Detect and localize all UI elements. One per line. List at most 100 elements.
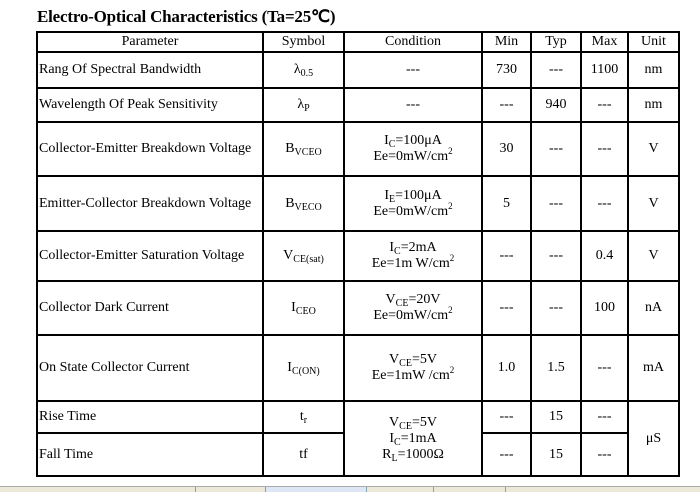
text-segment: =1000Ω <box>397 446 444 462</box>
text-segment: B <box>285 195 295 211</box>
status-bar-divider <box>505 487 506 492</box>
symbol-cell: BVECO <box>262 175 345 232</box>
parameter-cell: Rise Time <box>36 400 264 434</box>
symbol-cell: tr <box>262 400 345 434</box>
unit-cell: μS <box>627 400 680 477</box>
condition-cell: VCE=5V IC=1mA RL=1000Ω <box>343 400 483 477</box>
unit-cell: nA <box>627 280 680 336</box>
subscript: CE <box>395 298 409 309</box>
condition-line: IE=100μA <box>345 187 481 205</box>
typ-cell: 15 <box>530 432 582 477</box>
table-row: Wavelength Of Peak Sensitivity λP --- --- 94… <box>36 87 680 123</box>
text-segment: --- <box>406 97 420 112</box>
text-segment: =100μA <box>395 133 442 148</box>
unit-cell: V <box>627 121 680 177</box>
max-cell: 0.4 <box>580 230 629 282</box>
header-condition: Condition <box>343 31 483 53</box>
status-bar-divider <box>433 487 434 492</box>
subscript: P <box>304 103 310 114</box>
condition-cell: VCE=5V Ee=1mW /cm2 <box>343 334 483 402</box>
table-row: On State Collector Current IC(ON) VCE=5V Ee… <box>36 334 680 402</box>
condition-line: IC=2mA <box>345 240 481 257</box>
condition-cell: --- <box>343 51 483 89</box>
table-row: Rang Of Spectral Bandwidth λ0.5 --- 730 --- 1… <box>36 51 680 89</box>
text-segment: --- <box>406 62 420 77</box>
parameter-cell: Emitter-Collector Breakdown Voltage <box>36 175 264 232</box>
max-cell: --- <box>580 432 629 477</box>
text-segment: V <box>389 352 400 367</box>
typ-cell: 15 <box>530 400 582 434</box>
condition-line: IC=1mA <box>345 430 481 448</box>
text-segment: =20V <box>408 292 441 307</box>
subscript: CEO <box>295 306 316 317</box>
superscript: 2 <box>449 365 455 375</box>
text-segment: λ <box>297 97 305 112</box>
status-bar-segment <box>265 487 367 492</box>
characteristics-table: Parameter Symbol Condition Min Typ Max Unit Ra… <box>36 31 680 477</box>
table-row: Rise Time tr VCE=5V IC=1mA RL=1000Ω --- 15 --- μ… <box>36 400 680 477</box>
symbol-cell: ICEO <box>262 280 345 336</box>
condition-line: Ee=0mW/cm2 <box>345 147 481 165</box>
text-segment: R <box>382 446 392 462</box>
header-parameter: Parameter <box>36 31 264 53</box>
condition-line: VCE=5V <box>345 414 481 432</box>
subscript: r <box>303 415 308 426</box>
symbol-cell: λP <box>262 87 345 123</box>
min-cell: 730 <box>481 51 532 89</box>
status-bar-divider <box>195 487 196 492</box>
parameter-cell: Collector-Emitter Breakdown Voltage <box>36 121 264 177</box>
max-cell: 1100 <box>580 51 629 89</box>
text-segment: V <box>283 248 294 263</box>
text-segment: I <box>287 360 292 375</box>
max-cell: 100 <box>580 280 629 336</box>
max-cell: --- <box>580 334 629 402</box>
text-segment: V <box>389 414 400 430</box>
text-segment: Ee=0mW/cm <box>373 149 449 164</box>
header-unit: Unit <box>627 31 680 53</box>
typ-cell: --- <box>530 121 582 177</box>
max-cell: --- <box>580 121 629 177</box>
subscript: C <box>394 246 401 257</box>
subscript: 0.5 <box>300 68 314 79</box>
typ-cell: 940 <box>530 87 582 123</box>
text-segment: =1mA <box>400 430 437 446</box>
parameter-cell: On State Collector Current <box>36 334 264 402</box>
text-segment: B <box>285 141 295 156</box>
condition-line: IC=100μA <box>345 133 481 150</box>
condition-cell: VCE=20V Ee=0mW/cm2 <box>343 280 483 336</box>
typ-cell: --- <box>530 280 582 336</box>
header-symbol: Symbol <box>262 31 345 53</box>
condition-cell: IC=2mA Ee=1m W/cm2 <box>343 230 483 282</box>
text-segment: I <box>384 133 389 148</box>
table-row: Emitter-Collector Breakdown Voltage BVECO… <box>36 175 680 232</box>
unit-cell: V <box>627 175 680 232</box>
table-row: Fall Time tf --- 15 --- <box>36 432 679 477</box>
max-cell: --- <box>580 87 629 123</box>
parameter-cell: Collector-Emitter Saturation Voltage <box>36 230 264 282</box>
text-segment: I <box>291 300 296 315</box>
header-typ: Typ <box>530 31 582 53</box>
text-segment: I <box>389 240 395 255</box>
parameter-cell: Fall Time <box>36 432 264 477</box>
condition-line: Ee=0mW/cm2 <box>345 306 481 324</box>
min-cell: 1.0 <box>481 334 532 402</box>
parameter-cell: Rang Of Spectral Bandwidth <box>36 51 264 89</box>
superscript: 2 <box>449 253 455 263</box>
unit-cell: V <box>627 230 680 282</box>
text-segment: Ee=1mW /cm <box>371 368 450 383</box>
symbol-cell: tf <box>262 432 345 477</box>
parameter-cell: Collector Dark Current <box>36 280 264 336</box>
subscript: CE <box>399 358 412 369</box>
min-cell: --- <box>481 230 532 282</box>
condition-line: --- <box>345 62 481 78</box>
min-cell: 30 <box>481 121 532 177</box>
text-segment: I <box>384 187 390 203</box>
typ-cell: --- <box>530 175 582 232</box>
header-max: Max <box>580 31 629 53</box>
min-cell: --- <box>481 280 532 336</box>
condition-line: --- <box>345 97 481 113</box>
symbol-cell: λ0.5 <box>262 51 345 89</box>
symbol-cell: IC(ON) <box>262 334 345 402</box>
condition-cell: --- <box>343 87 483 123</box>
max-cell: --- <box>580 175 629 232</box>
